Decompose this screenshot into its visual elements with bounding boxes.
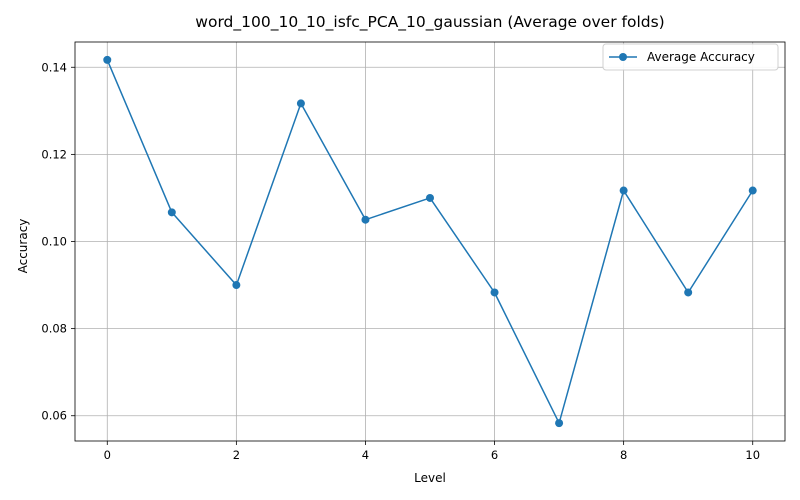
y-tick-label: 0.06 bbox=[41, 409, 67, 423]
data-point bbox=[103, 55, 112, 64]
data-point bbox=[296, 99, 305, 108]
x-tick-label: 10 bbox=[745, 448, 760, 462]
data-point bbox=[426, 193, 434, 202]
series-layer bbox=[103, 55, 757, 428]
data-point bbox=[232, 281, 241, 290]
x-tick-label: 8 bbox=[620, 448, 627, 462]
chart-title: word_100_10_10_isfc_PCA_10_gaussian (Ave… bbox=[195, 13, 664, 32]
legend: Average Accuracy bbox=[602, 43, 779, 71]
x-tick-label: 4 bbox=[362, 448, 369, 462]
data-point bbox=[361, 215, 370, 224]
y-tick-label: 0.12 bbox=[41, 147, 67, 161]
x-tick-label: 6 bbox=[491, 448, 498, 462]
x-axis-label: Level bbox=[414, 471, 446, 485]
legend-series-marker bbox=[619, 53, 627, 61]
y-tick-label: 0.10 bbox=[41, 235, 67, 249]
legend-box bbox=[602, 43, 779, 71]
grid bbox=[75, 42, 785, 441]
legend-series-label: Average Accuracy bbox=[647, 50, 755, 64]
ticks: 0 2 4 6 8 10 0.06 0.08 0.10 0.12 0.14 bbox=[41, 60, 760, 462]
data-point bbox=[619, 186, 628, 195]
y-tick-label: 0.08 bbox=[41, 322, 67, 336]
y-axis-label: Accuracy bbox=[16, 219, 30, 274]
data-point bbox=[555, 419, 564, 428]
data-point bbox=[490, 288, 499, 297]
data-point bbox=[748, 186, 757, 195]
data-point bbox=[167, 208, 176, 217]
y-tick-label: 0.14 bbox=[41, 60, 67, 74]
data-point bbox=[684, 288, 693, 297]
x-tick-label: 2 bbox=[233, 448, 240, 462]
x-tick-label: 0 bbox=[104, 448, 111, 462]
